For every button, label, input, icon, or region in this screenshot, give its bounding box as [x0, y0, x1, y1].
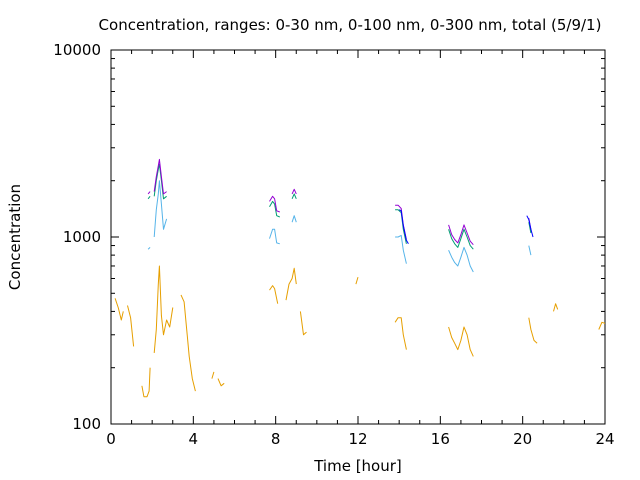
series-line-4	[148, 159, 605, 244]
x-tick-label: 4	[189, 430, 199, 448]
series-group	[114, 159, 606, 398]
series-line-1	[114, 265, 606, 398]
x-tick-label: 12	[348, 430, 367, 448]
series-line-5	[398, 209, 534, 245]
series-line-2	[148, 181, 605, 272]
ticks-group: 0 4 8 12 16 20 24 100 1000 10000	[53, 41, 614, 448]
y-tick-label: 100	[72, 415, 101, 433]
plot-border	[110, 49, 606, 425]
series-line-3	[148, 164, 605, 249]
y-axis-label: Concentration	[6, 184, 24, 290]
y-tick-label: 1000	[63, 228, 101, 246]
x-tick-label: 20	[513, 430, 532, 448]
plot-frame	[110, 49, 606, 425]
x-tick-label: 0	[106, 430, 116, 448]
x-tick-label: 24	[595, 430, 614, 448]
y-tick-label: 10000	[53, 41, 101, 59]
x-tick-label: 8	[271, 430, 281, 448]
chart-title: Concentration, ranges: 0-30 nm, 0-100 nm…	[99, 16, 602, 34]
x-axis-label: Time [hour]	[313, 457, 402, 475]
x-tick-label: 16	[431, 430, 450, 448]
